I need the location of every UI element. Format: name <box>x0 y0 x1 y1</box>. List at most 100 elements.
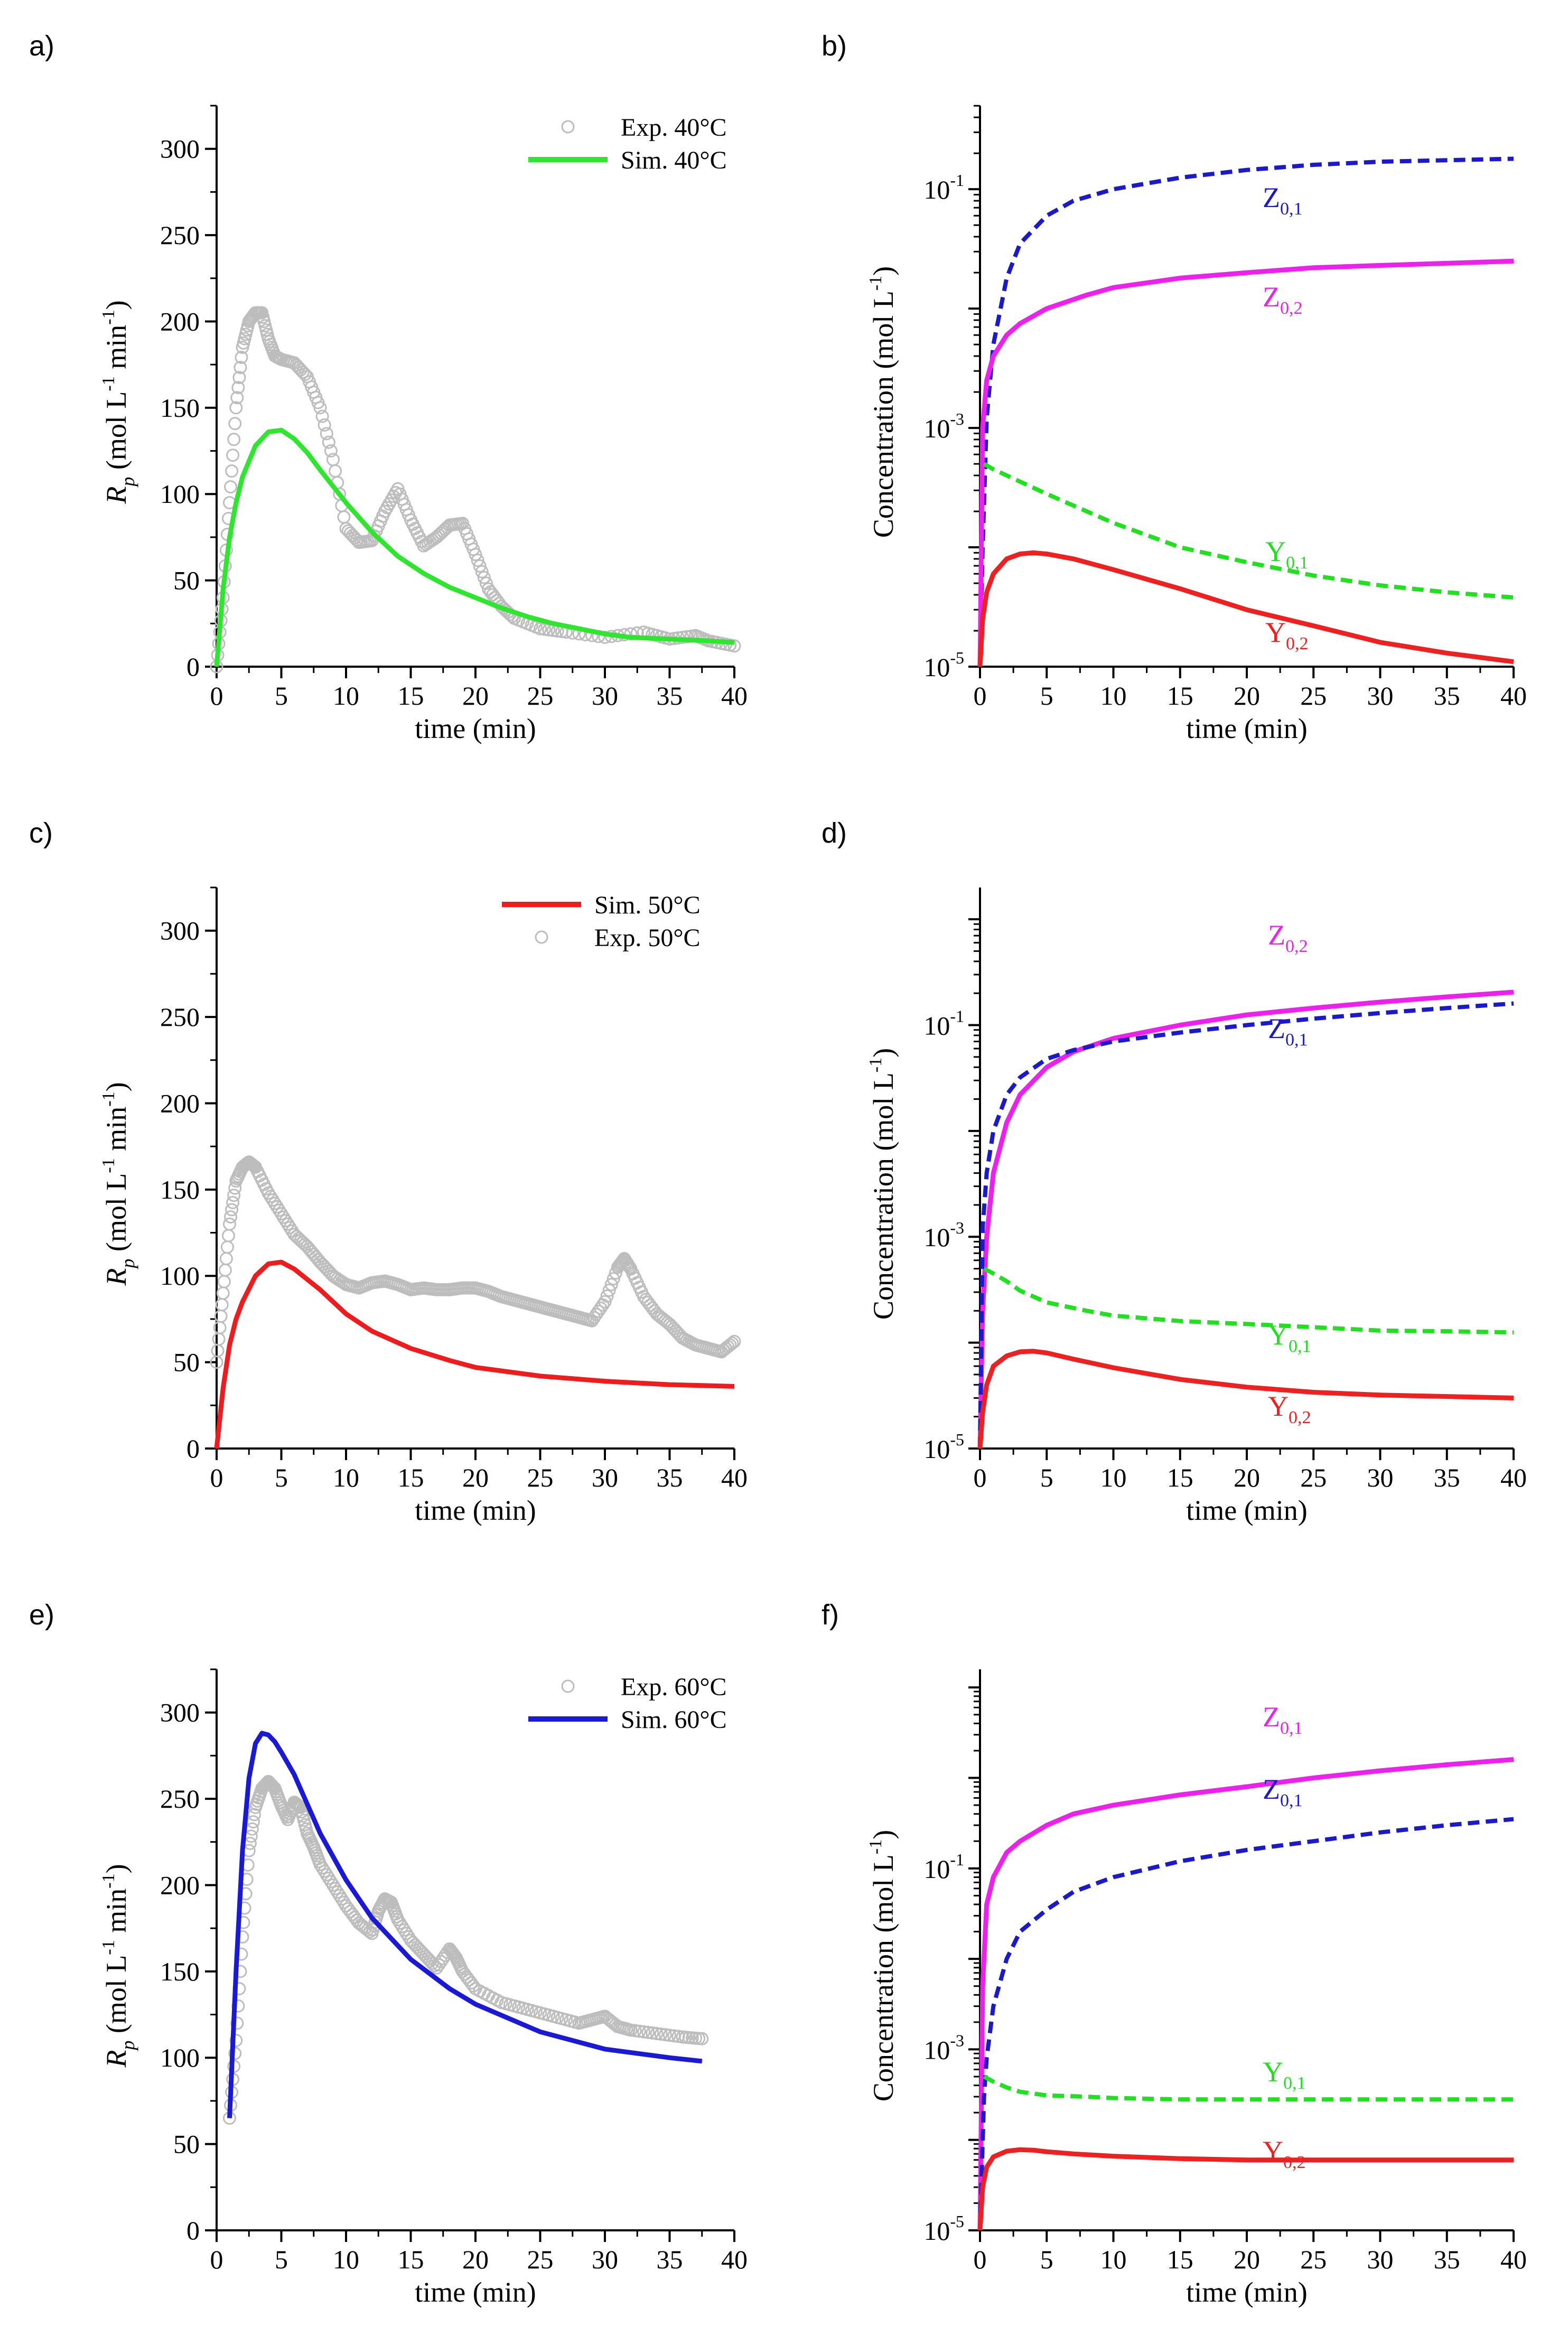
x-tick-label: 40 <box>1500 1463 1527 1492</box>
x-tick-label: 5 <box>1040 1463 1053 1492</box>
legend-label: Sim. 60°C <box>621 1706 727 1734</box>
series-line <box>978 1001 1514 1449</box>
x-tick-label: 35 <box>1434 681 1460 711</box>
series-label: Z0,1 <box>1263 1701 1303 1738</box>
series-label: Y0,2 <box>1268 1390 1311 1427</box>
panel-label: c) <box>29 817 53 849</box>
x-tick-label: 10 <box>333 681 359 711</box>
data-point <box>680 630 694 643</box>
y-tick-label: 300 <box>160 134 200 164</box>
data-point <box>695 2032 709 2045</box>
x-tick-label: 35 <box>1434 2245 1460 2274</box>
series-label: Y0,1 <box>1265 536 1309 573</box>
series-exp-40-c <box>210 306 741 674</box>
x-tick-label: 25 <box>527 2245 554 2274</box>
series-line <box>977 1757 1514 2231</box>
x-tick-label: 0 <box>210 681 223 711</box>
series-label: Y0,1 <box>1263 2056 1306 2093</box>
x-tick-label: 35 <box>657 681 683 711</box>
legend-label: Exp. 50°C <box>594 924 701 952</box>
series-y0-1: Y0,1 <box>983 462 1514 600</box>
series-line <box>214 427 735 667</box>
y-tick-label: 150 <box>160 393 200 423</box>
x-tick-label: 25 <box>1300 681 1327 711</box>
series-line <box>977 550 1514 667</box>
panel-label: d) <box>822 817 847 849</box>
series-y0-1: Y0,1 <box>983 1267 1514 1356</box>
data-point <box>473 559 487 573</box>
legend-label: Sim. 40°C <box>621 146 727 174</box>
x-tick-label: 5 <box>275 1463 288 1492</box>
y-axis-label: Rp (mol L-1 min-1) <box>99 300 138 504</box>
series-label: Z0,1 <box>1263 182 1303 219</box>
x-axis-label: time (min) <box>415 713 536 744</box>
data-point <box>534 622 547 636</box>
data-point <box>322 435 335 449</box>
data-point <box>658 2028 672 2042</box>
data-point <box>225 1203 239 1217</box>
x-tick-label: 0 <box>210 2245 223 2274</box>
x-tick-label: 0 <box>974 2245 987 2274</box>
data-point <box>727 1334 741 1348</box>
data-point <box>232 371 246 385</box>
y-tick-label: 10-5 <box>923 1430 964 1464</box>
x-tick-label: 40 <box>721 681 748 711</box>
series-label: Z0,1 <box>1268 1013 1308 1050</box>
x-axis-label: time (min) <box>1186 2276 1307 2308</box>
series-z0-1-lower-: Z0,1 <box>978 1773 1514 2231</box>
x-tick-label: 10 <box>1100 2245 1127 2274</box>
x-tick-label: 40 <box>721 2245 748 2274</box>
series-sim-40-c <box>214 427 735 667</box>
x-tick-label: 20 <box>1234 681 1260 711</box>
y-tick-label: 150 <box>160 1175 200 1204</box>
legend-label: Sim. 50°C <box>594 891 701 919</box>
data-point <box>231 381 245 395</box>
x-tick-label: 15 <box>1167 1463 1193 1492</box>
data-point <box>225 464 239 478</box>
data-point <box>624 627 638 641</box>
series-z0-1: Z0,1 <box>978 1001 1514 1449</box>
y-tick-label: 300 <box>160 1698 200 1727</box>
data-point <box>220 1240 234 1254</box>
y-tick-label: 50 <box>173 566 200 595</box>
y-axis-label: Rp (mol L-1 min-1) <box>99 1082 138 1286</box>
x-tick-label: 20 <box>462 681 489 711</box>
x-tick-label: 30 <box>1367 2245 1394 2274</box>
x-tick-label: 15 <box>398 2245 424 2274</box>
data-point <box>219 1252 233 1266</box>
data-point <box>475 565 489 578</box>
x-tick-label: 5 <box>1040 681 1053 711</box>
y-tick-label: 0 <box>186 2216 200 2245</box>
panel-c: c) 0 5 10 15 20 25 30 35 40 0 50 100 150 200 250 300 time… <box>29 817 748 1526</box>
legend-item: Exp. 50°C <box>535 924 701 952</box>
x-tick-label: 0 <box>210 1463 223 1492</box>
legend-marker <box>561 120 575 134</box>
x-tick-label: 25 <box>527 1463 554 1492</box>
data-point <box>650 2026 664 2040</box>
data-point <box>318 418 331 432</box>
x-tick-label: 40 <box>721 1463 748 1492</box>
series-exp-60-c <box>223 1774 709 2125</box>
data-point <box>602 1283 616 1297</box>
y-tick-label: 10-5 <box>923 648 964 682</box>
series-label: Z0,1 <box>1263 1773 1303 1810</box>
x-tick-label: 10 <box>333 1463 359 1492</box>
series-label: Z0,2 <box>1268 919 1308 956</box>
data-point <box>637 2025 650 2039</box>
x-tick-label: 40 <box>1500 681 1527 711</box>
x-tick-label: 20 <box>462 1463 489 1492</box>
y-tick-label: 10-1 <box>923 1850 964 1884</box>
x-tick-label: 25 <box>1300 1463 1327 1492</box>
data-point <box>211 1344 225 1358</box>
data-point <box>624 2023 638 2037</box>
y-axis-label: Concentration (mol L-1) <box>866 1830 899 2101</box>
legend-label: Exp. 60°C <box>621 1673 727 1701</box>
data-point <box>324 444 338 458</box>
x-tick-label: 25 <box>527 681 554 711</box>
x-tick-label: 30 <box>592 2245 618 2274</box>
y-tick-label: 10-1 <box>923 171 964 204</box>
data-point <box>727 639 741 653</box>
data-point <box>469 548 482 562</box>
data-point <box>298 1238 312 1251</box>
x-tick-label: 5 <box>275 2245 288 2274</box>
